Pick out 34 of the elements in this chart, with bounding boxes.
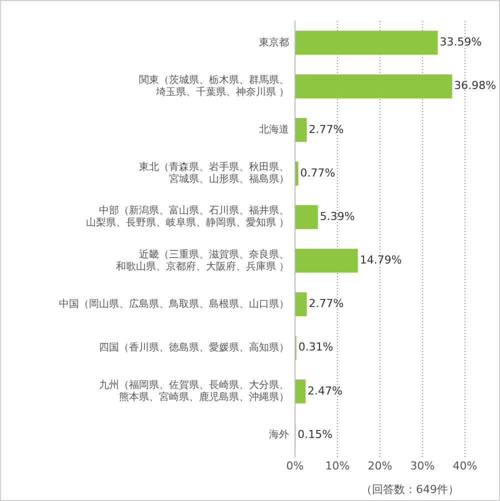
y-tick-label: 関東（茨城県、栃木県、群馬県、埼玉県、千葉県、神奈川県 ） xyxy=(139,74,289,98)
bar xyxy=(296,248,358,273)
data-label: 0.31% xyxy=(298,340,334,354)
bar xyxy=(296,30,438,55)
data-label: 36.98% xyxy=(454,79,496,92)
y-tick-label: 海外 xyxy=(269,428,289,441)
x-tick-label: 20% xyxy=(368,459,392,472)
text: （回答数：649件） xyxy=(361,482,459,496)
data-label: 14.79% xyxy=(360,254,402,267)
y-tick-label: 東北（青森県、岩手県、秋田県、宮城県、山形県、福島県） xyxy=(139,161,289,186)
data-label: 0.15% xyxy=(298,428,333,441)
y-tick-label: 中国（岡山県、広島県、鳥取県、島根県、山口県） xyxy=(59,298,289,310)
data-label: 2.47% xyxy=(307,384,342,398)
bar xyxy=(296,205,318,230)
bar xyxy=(296,379,306,404)
bar xyxy=(296,118,307,142)
y-tick-label: 東京都 xyxy=(259,36,289,48)
y-tick-label: 近畿（三重県、滋賀県、奈良県、和歌山県、京都府、大阪府、兵庫県 ） xyxy=(116,248,289,272)
y-tick-label: 四国（香川県、徳島県、愛媛県、高知県） xyxy=(99,341,289,354)
x-tick-label: 0% xyxy=(286,459,304,472)
x-tick-label: 30% xyxy=(410,459,435,472)
data-label: 2.77% xyxy=(308,122,344,136)
x-tick-label: 10% xyxy=(325,459,350,472)
y-tick-label: 九州（福岡県、佐賀県、長崎県、大分県、熊本県、宮崎県、鹿児島県、沖縄県） xyxy=(99,379,289,404)
x-tick-label: 40% xyxy=(452,459,478,472)
data-label: 0.77% xyxy=(300,166,336,180)
bar xyxy=(296,162,298,186)
y-tick-label: 北海道 xyxy=(259,124,289,136)
y-tick-label: 中部（新潟県、富山県、石川県、福井県、山梨県、長野県、岐阜県、静岡県、愛知県 ） xyxy=(86,204,289,229)
data-label: 33.59% xyxy=(440,36,482,49)
bar xyxy=(296,74,452,98)
bar xyxy=(296,292,307,316)
data-label: 5.39% xyxy=(320,210,355,223)
data-label: 2.77% xyxy=(308,297,344,310)
